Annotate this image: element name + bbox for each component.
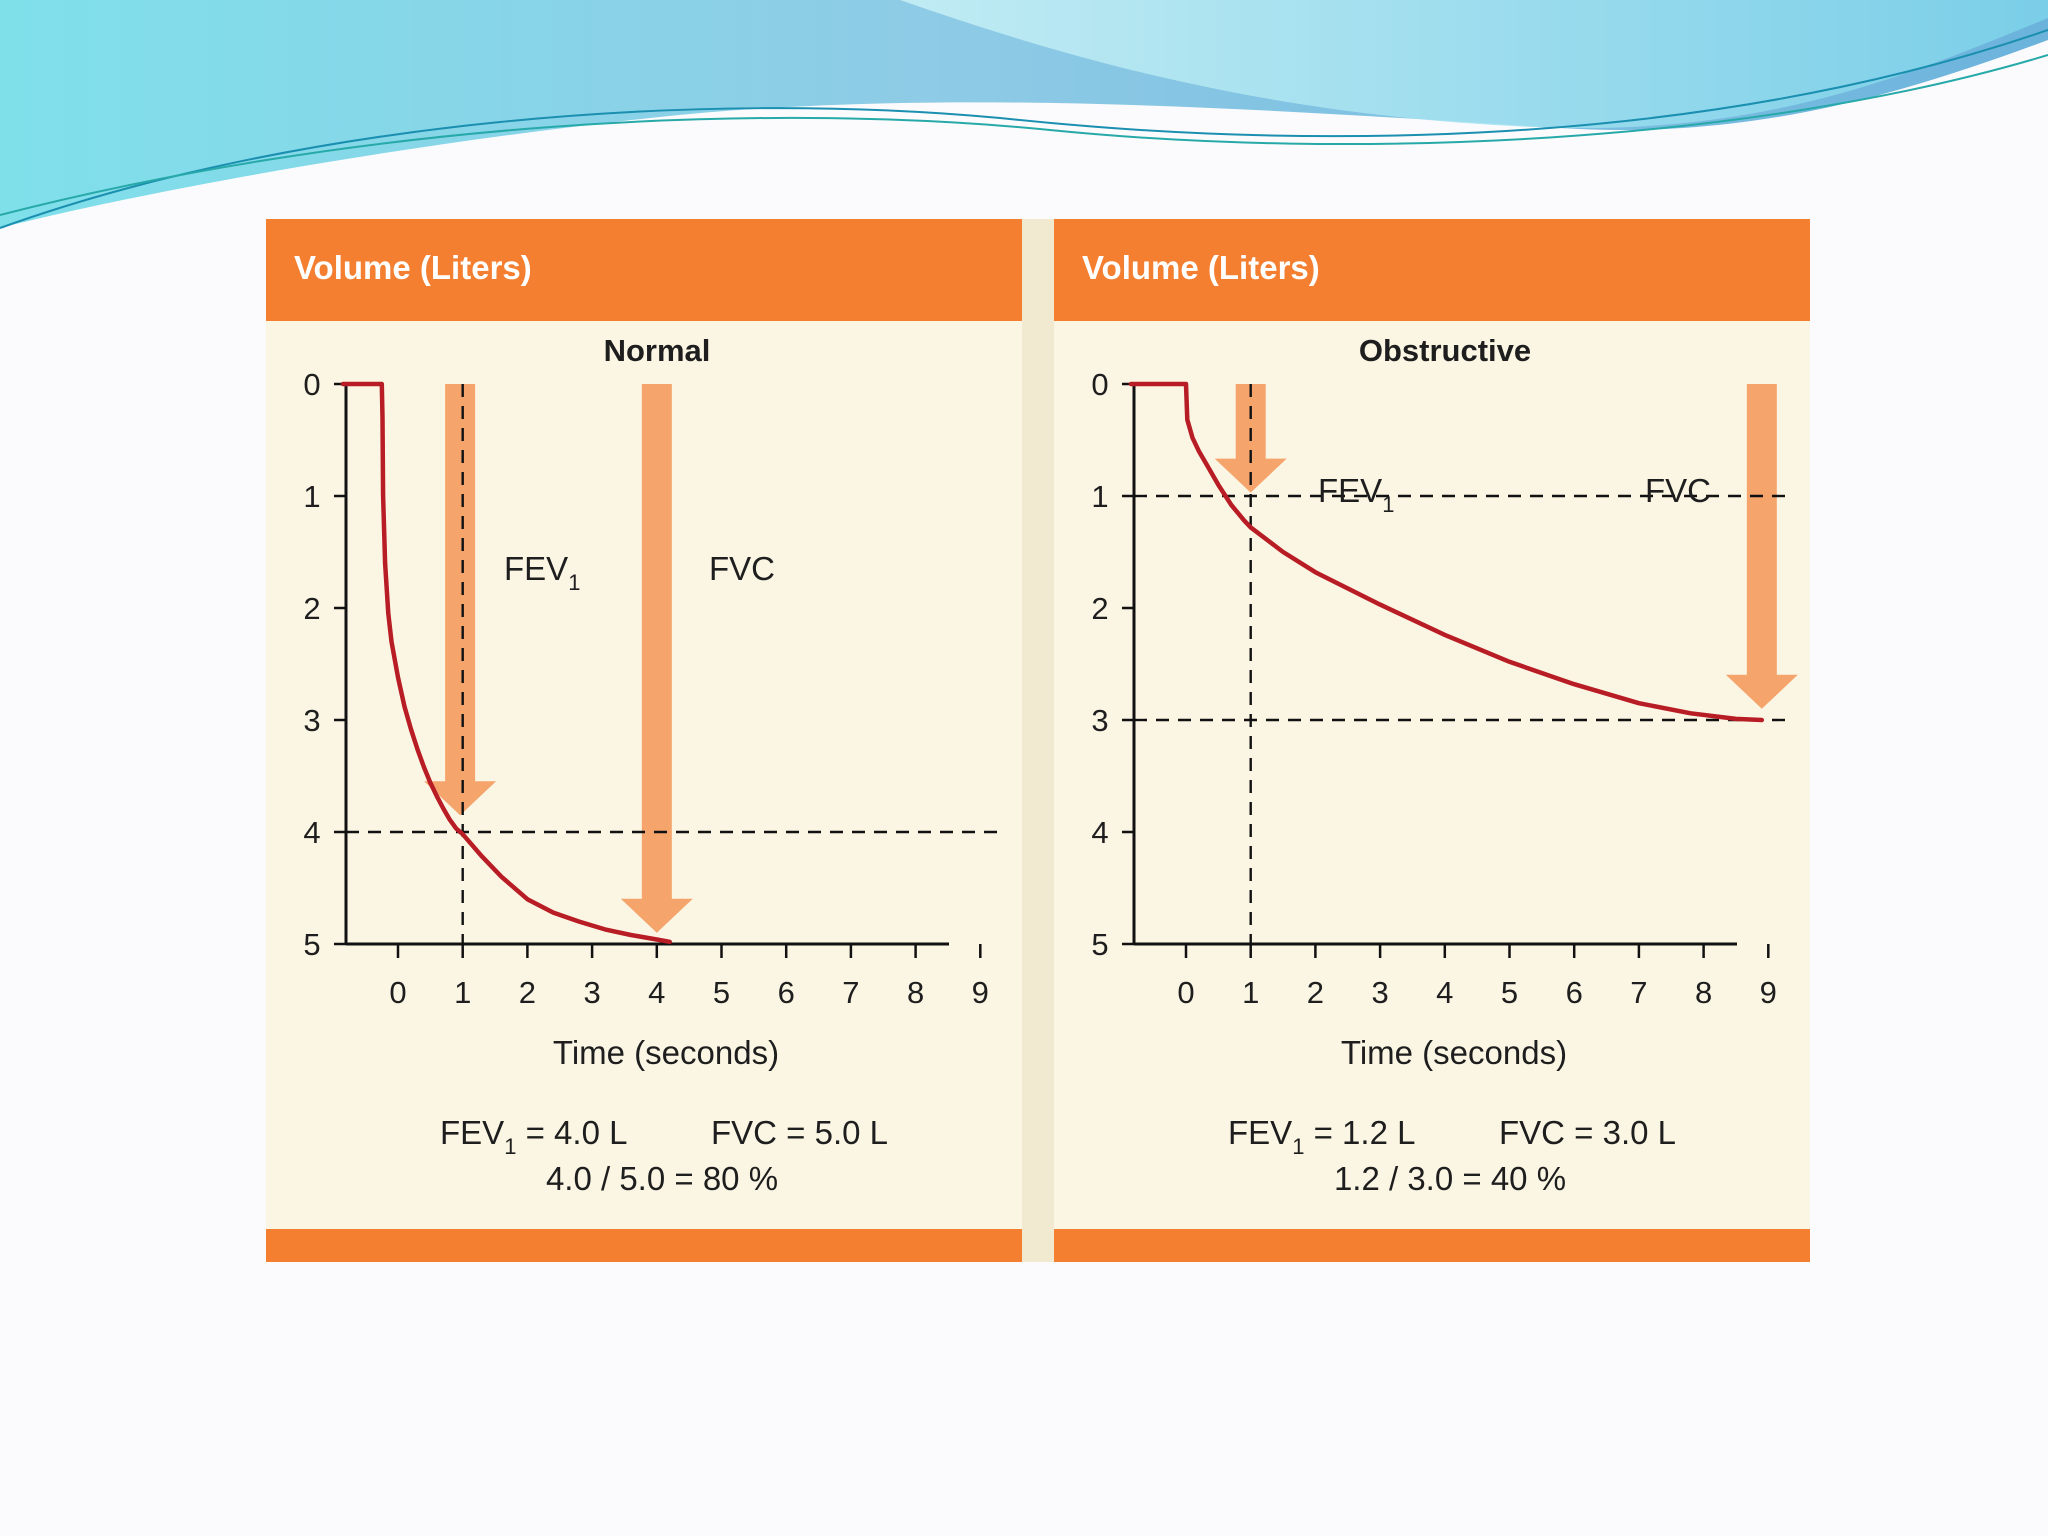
x-axis-label: Time (seconds): [553, 1034, 779, 1071]
fev1-summary-fev1-prefix: FEV: [1228, 1114, 1292, 1151]
x-tick-label: 0: [389, 975, 406, 1010]
x-tick-label: 8: [1695, 975, 1712, 1010]
chart-title: Normal: [604, 333, 711, 368]
panel-divider: [1022, 219, 1054, 1262]
y-tick-label: 1: [1091, 479, 1108, 514]
x-tick-label: 9: [972, 975, 989, 1010]
x-tick-label: 4: [1436, 975, 1453, 1010]
wave-line-2: [0, 54, 2048, 216]
x-tick-label: 2: [1307, 975, 1324, 1010]
y-tick-label: 0: [1091, 367, 1108, 402]
fev1-summary: FEV1 = 1.2 L: [1228, 1114, 1415, 1159]
fev1-summary-fev1-prefix: FEV: [440, 1114, 504, 1151]
fev1-arrow: [424, 384, 497, 816]
x-tick-label: 8: [907, 975, 924, 1010]
x-tick-label: 7: [1630, 975, 1647, 1010]
y-tick-label: 4: [1091, 815, 1108, 850]
label-main: FEV: [1318, 472, 1382, 509]
y-tick-label: 4: [303, 815, 320, 850]
chart-title: Obstructive: [1359, 333, 1531, 368]
x-tick-label: 9: [1760, 975, 1777, 1010]
x-tick-label: 4: [648, 975, 665, 1010]
fvc-arrow: [1725, 384, 1798, 709]
panel-footer: [1054, 1229, 1810, 1262]
label-subscript: 1: [1382, 492, 1394, 517]
label-main: FVC: [709, 550, 775, 587]
y-tick-label: 3: [303, 703, 320, 738]
fvc-arrow: [620, 384, 693, 933]
ratio-summary: 4.0 / 5.0 = 80 %: [546, 1160, 778, 1197]
y-tick-label: 2: [303, 591, 320, 626]
x-tick-label: 1: [1242, 975, 1259, 1010]
x-axis-label: Time (seconds): [1341, 1034, 1567, 1071]
fev1-summary: FEV1 = 4.0 L: [440, 1114, 627, 1159]
fvc-summary: FVC = 3.0 L: [1499, 1114, 1676, 1151]
y-tick-label: 5: [303, 927, 320, 962]
fev1-label: FEV1: [1318, 472, 1394, 517]
x-tick-label: 2: [519, 975, 536, 1010]
x-tick-label: 0: [1177, 975, 1194, 1010]
fvc-label: FVC: [1645, 472, 1711, 509]
x-tick-label: 7: [842, 975, 859, 1010]
x-tick-label: 6: [1566, 975, 1583, 1010]
ratio-summary: 1.2 / 3.0 = 40 %: [1334, 1160, 1566, 1197]
panel-footer: [266, 1229, 1022, 1262]
expiration-curve: [340, 381, 672, 945]
header-label: Volume (Liters): [1082, 249, 1320, 286]
y-tick-label: 2: [1091, 591, 1108, 626]
wave-line-1: [0, 29, 2048, 229]
label-main: FVC: [1645, 472, 1711, 509]
obstructive-chart-panel: Volume (Liters) Obstructive 0 1 2 3 4 5 0 1 2 3 4 5 6…: [1054, 219, 1810, 1262]
x-tick-label: 5: [713, 975, 730, 1010]
decorative-wave-banner: [0, 0, 2048, 229]
label-subscript: 1: [568, 570, 580, 595]
expiration-curve: [1128, 381, 1765, 723]
normal-chart-panel: Volume (Liters) Normal 0 1 2 3 4 5 0 1 2 3 4 5 6 7 8 9 Ti…: [266, 219, 1022, 1262]
x-tick-label: 3: [1371, 975, 1388, 1010]
panel-header: Volume (Liters): [266, 219, 1022, 321]
y-tick-label: 0: [303, 367, 320, 402]
fev1-summary-fev1-sub: 1: [1292, 1134, 1304, 1159]
label-main: FEV: [504, 550, 568, 587]
x-tick-label: 3: [583, 975, 600, 1010]
header-label: Volume (Liters): [294, 249, 532, 286]
fev1-summary-fev1-value: = 1.2 L: [1304, 1114, 1415, 1151]
fev1-summary-fev1-value: = 4.0 L: [516, 1114, 627, 1151]
x-tick-label: 5: [1501, 975, 1518, 1010]
fev1-summary-fev1-sub: 1: [504, 1134, 516, 1159]
x-tick-label: 6: [778, 975, 795, 1010]
fev1-label: FEV1: [504, 550, 580, 595]
x-tick-label: 1: [454, 975, 471, 1010]
y-tick-label: 3: [1091, 703, 1108, 738]
fvc-summary: FVC = 5.0 L: [711, 1114, 888, 1151]
panel-header: Volume (Liters): [1054, 219, 1810, 321]
y-tick-label: 1: [303, 479, 320, 514]
fvc-label: FVC: [709, 550, 775, 587]
obstructive-spirometry-chart: Obstructive 0 1 2 3 4 5 0 1 2 3 4 5 6 7 8 9 Time (seconds…: [1091, 333, 1798, 1197]
y-tick-label: 5: [1091, 927, 1108, 962]
wave-light: [900, 0, 2048, 129]
